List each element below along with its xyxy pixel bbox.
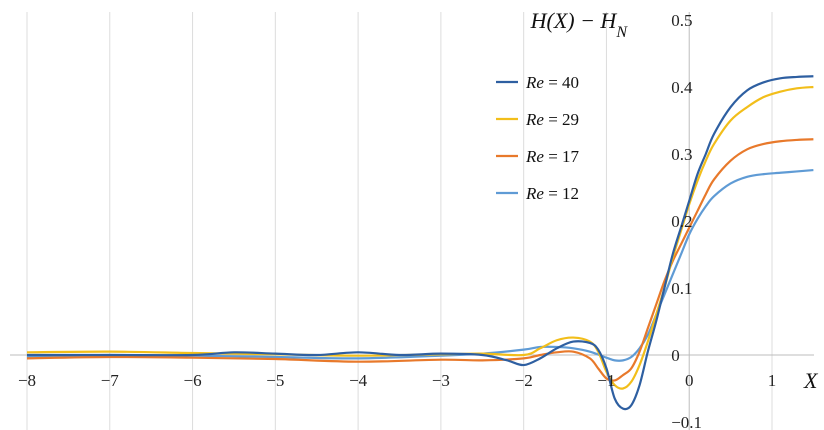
y-tick-label: 0.3 [671,145,692,164]
y-tick-label: 0.2 [671,212,692,231]
y-axis-title-subscript: N [615,24,628,41]
legend: Re = 40 Re = 29 Re = 17 Re = 12 [496,73,580,203]
grid [26,12,773,430]
y-tick-label: 0.5 [671,11,692,30]
y-tick-labels: −0.1 0 0.1 0.2 0.3 0.4 0.5 [671,11,702,430]
legend-label-var: Re [525,73,544,92]
series-line-1 [26,85,814,390]
x-tick-label: 1 [768,371,777,390]
series-line-0 [27,75,814,411]
x-tick-label: −4 [349,371,368,390]
y-tick-label: 0.4 [671,78,693,97]
y-tick-label: 0.1 [671,279,692,298]
x-tick-label: −1 [597,371,615,390]
x-tick-label: −5 [266,371,284,390]
x-tick-label: −6 [184,371,202,390]
x-tick-labels: −8 −7 −6 −5 −4 −3 −2 −1 0 1 [18,371,776,390]
y-axis-title: H(X) − HN [530,8,629,41]
legend-label-3: Re = 12 [525,184,579,203]
y-tick-label: −0.1 [671,413,702,430]
series-line-2 [26,138,814,382]
series-line-3 [26,168,814,362]
x-axis-title: X [803,368,819,393]
x-tick-label: −8 [18,371,36,390]
x-tick-label: −7 [101,371,120,390]
legend-label-var: Re [525,110,544,129]
legend-label-var: Re [525,147,544,166]
x-tick-label: 0 [685,371,694,390]
legend-label-1: Re = 29 [525,110,579,129]
legend-label-2: Re = 17 [525,147,580,166]
legend-label-var: Re [525,184,544,203]
x-tick-label: −2 [515,371,533,390]
series-layer [26,75,814,411]
legend-label-0: Re = 40 [525,73,579,92]
y-tick-label: 0 [671,346,680,365]
x-tick-label: −3 [432,371,450,390]
